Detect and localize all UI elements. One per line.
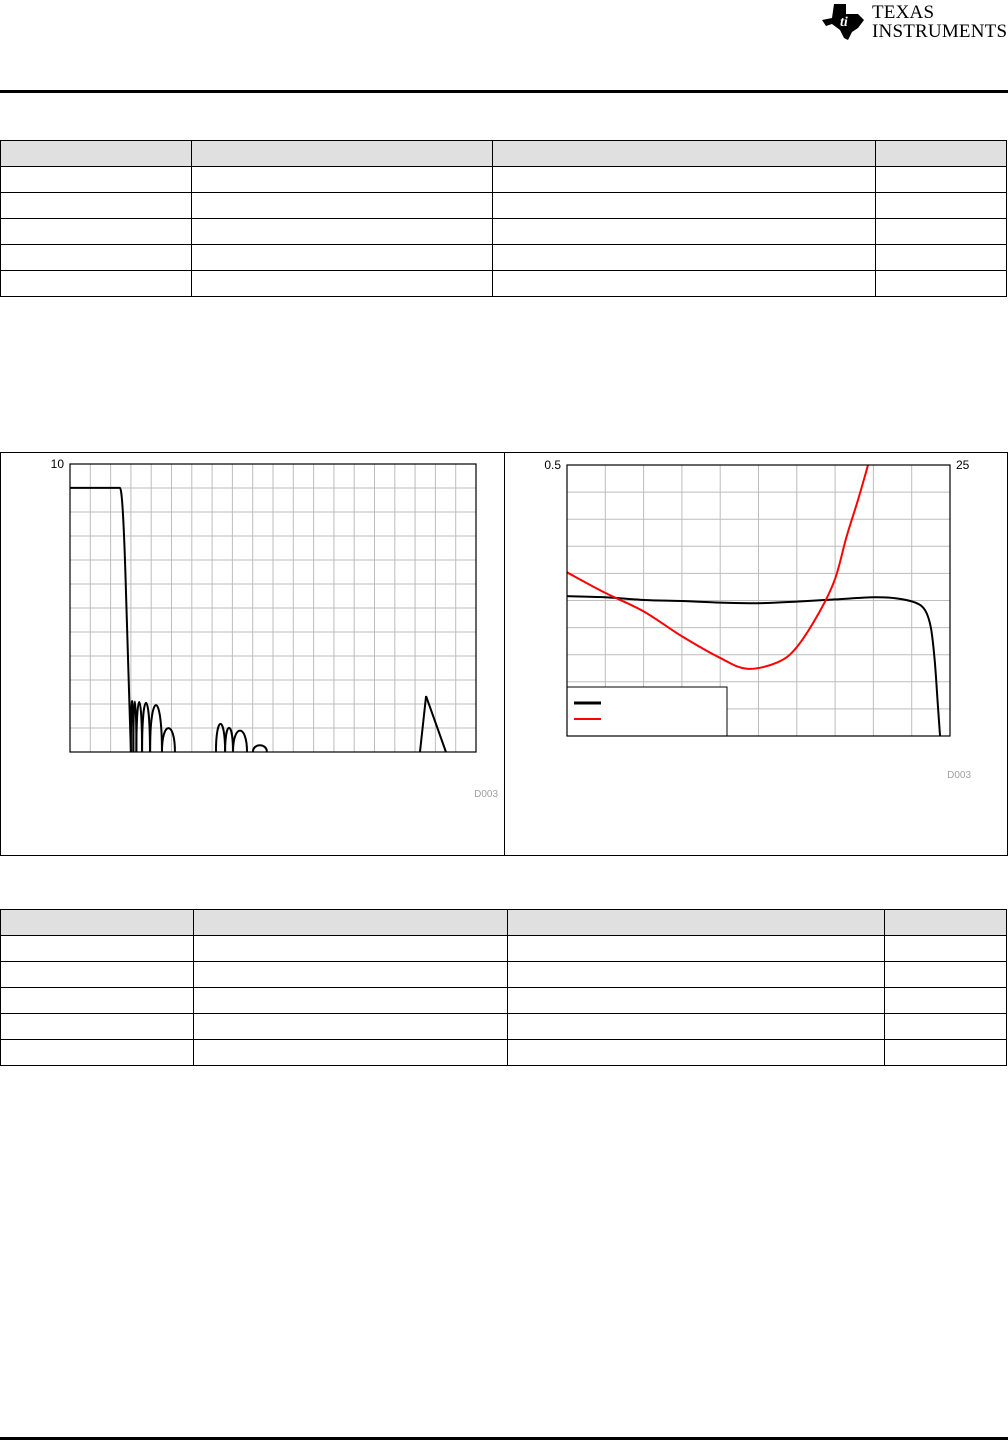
plot-frame: [566, 464, 951, 737]
column-header: [190, 140, 494, 167]
table-cell: [190, 218, 494, 245]
column-header: [507, 909, 886, 936]
table-row: [0, 244, 1007, 271]
ti-logo: ti Texas Instruments: [822, 2, 1007, 42]
column-header: [0, 140, 192, 167]
table-cell: [875, 218, 1007, 245]
stopband-lobe: [232, 729, 249, 753]
stopband-lobe: [160, 727, 176, 753]
y-tick-label: 10: [51, 457, 65, 471]
passband-curve: [70, 486, 132, 753]
table-header-row: [0, 909, 1007, 936]
figure-tag: D003: [947, 770, 971, 781]
logo-line-2: Instruments: [872, 21, 1008, 42]
table-cell: [884, 1039, 1007, 1066]
table-cell: [0, 1039, 194, 1066]
table-header-row: [0, 140, 1007, 167]
table-row: [0, 987, 1007, 1014]
figure-tag: D003: [474, 789, 498, 800]
figure-divider: [504, 453, 505, 855]
table-row: [0, 218, 1007, 245]
table-row: [0, 1039, 1007, 1066]
table-cell: [507, 1013, 886, 1040]
plot-frame: [69, 463, 477, 753]
table-cell: [492, 192, 877, 219]
table-row: [0, 1013, 1007, 1040]
column-header: [192, 909, 509, 936]
table-cell: [0, 218, 192, 245]
table-cell: [884, 1013, 1007, 1040]
series-line-left: [566, 595, 942, 737]
legend-box: [566, 686, 728, 737]
texas-state-icon: ti: [822, 4, 864, 40]
table-cell: [884, 935, 1007, 962]
table-row: [0, 166, 1007, 193]
table-bottom: [0, 909, 1007, 1066]
table-cell: [884, 961, 1007, 988]
footer-rule: [0, 1437, 1008, 1440]
table-cell: [875, 270, 1007, 297]
stopband-lobe: [148, 704, 163, 753]
table-row: [0, 270, 1007, 297]
table-cell: [507, 987, 886, 1014]
header-rule: [0, 90, 1008, 93]
stopband-lobe: [251, 744, 268, 753]
table-cell: [492, 270, 877, 297]
table-cell: [507, 935, 886, 962]
table-cell: [190, 270, 494, 297]
table-cell: [0, 961, 194, 988]
table-cell: [507, 1039, 886, 1066]
y-left-tick-label: 0.5: [544, 458, 561, 472]
table-cell: [0, 1013, 194, 1040]
svg-text:ti: ti: [840, 15, 848, 30]
column-header: [884, 909, 1007, 936]
table-cell: [0, 987, 194, 1014]
stopband-lobe: [224, 727, 235, 753]
y-right-tick-label: 25: [956, 458, 970, 472]
table-row: [0, 192, 1007, 219]
table-row: [0, 935, 1007, 962]
table-cell: [884, 987, 1007, 1014]
table-cell: [192, 987, 509, 1014]
table-cell: [192, 961, 509, 988]
stopband-lobe: [418, 695, 447, 753]
table-cell: [192, 1039, 509, 1066]
table-row: [0, 961, 1007, 988]
table-top: [0, 140, 1007, 297]
column-header: [0, 909, 194, 936]
logo-line-1: Texas: [872, 2, 935, 23]
table-cell: [492, 166, 877, 193]
table-cell: [875, 244, 1007, 271]
table-cell: [190, 244, 494, 271]
series-line-right: [566, 464, 869, 670]
table-cell: [0, 270, 192, 297]
table-cell: [0, 935, 194, 962]
table-cell: [192, 935, 509, 962]
stopband-lobe: [141, 701, 151, 753]
table-cell: [192, 1013, 509, 1040]
table-cell: [507, 961, 886, 988]
